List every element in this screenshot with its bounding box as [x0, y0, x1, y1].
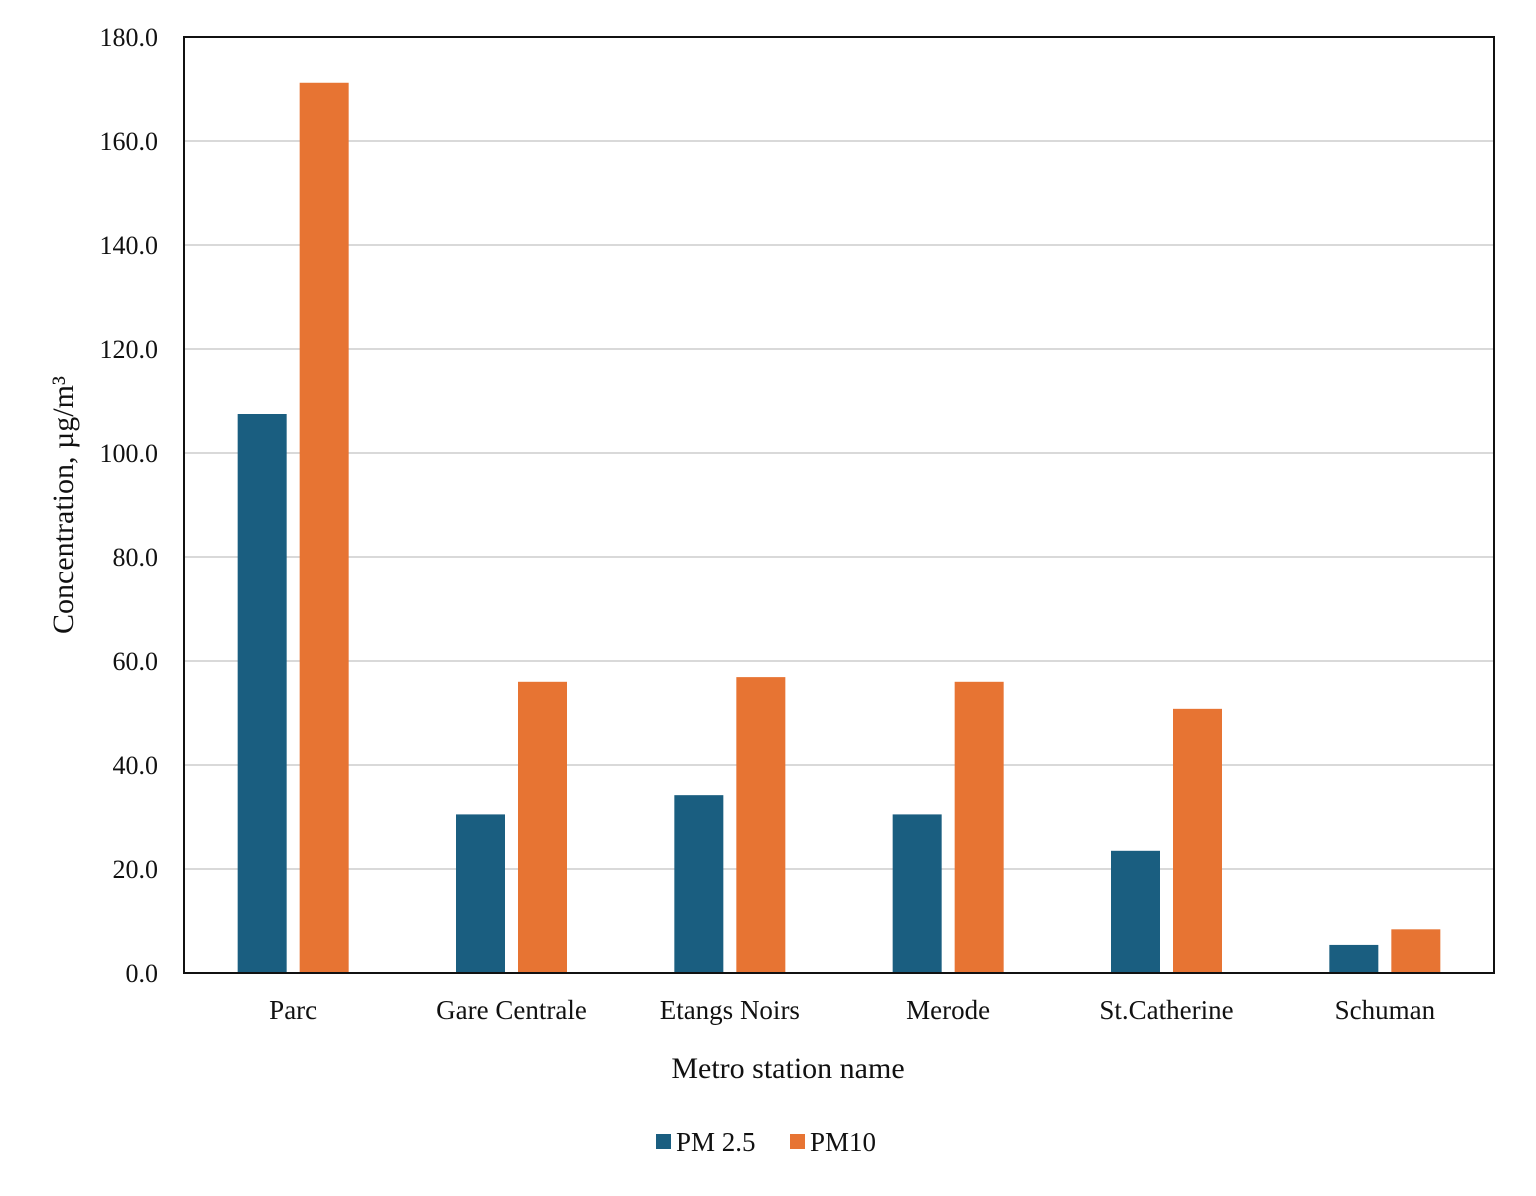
y-tick-label: 120.0: [100, 335, 159, 364]
x-axis-categories: Parc Gare Centrale Etangs Noirs Merode St.Ca…: [269, 995, 1435, 1025]
y-tick-label: 80.0: [113, 543, 159, 572]
bar-pm10: [736, 677, 786, 973]
x-category-label: Merode: [906, 995, 990, 1025]
legend-swatch-pm25: [656, 1134, 671, 1149]
x-category-label: Gare Centrale: [436, 995, 587, 1025]
y-tick-label: 140.0: [100, 231, 159, 260]
bar-pm25: [1329, 944, 1379, 973]
bars: [237, 82, 1441, 973]
bar-pm25: [456, 814, 505, 973]
y-tick-label: 180.0: [100, 23, 159, 52]
bar-pm25: [1111, 850, 1160, 973]
bar-pm10: [1391, 929, 1441, 973]
x-category-label: Schuman: [1335, 995, 1436, 1025]
bar-pm10: [954, 681, 1004, 973]
bar-pm10: [299, 82, 349, 973]
bar-pm25: [237, 414, 287, 973]
legend: PM 2.5 PM10: [656, 1127, 876, 1157]
y-tick-label: 100.0: [100, 439, 159, 468]
legend-label-pm10: PM10: [810, 1127, 876, 1157]
y-tick-label: 20.0: [113, 855, 159, 884]
y-axis-title: Concentration, µg/m³: [47, 376, 80, 634]
bar-pm10: [1173, 708, 1222, 973]
gridlines: [184, 140, 1494, 870]
bar-pm25: [892, 814, 942, 973]
y-tick-label: 0.0: [126, 959, 159, 988]
y-axis-ticks: 0.0 20.0 40.0 60.0 80.0 100.0 120.0 140.0 160.0 1…: [100, 23, 159, 988]
legend-label-pm25: PM 2.5: [676, 1127, 756, 1157]
x-axis-title: Metro station name: [671, 1052, 904, 1085]
y-tick-label: 60.0: [113, 647, 159, 676]
legend-swatch-pm10: [790, 1134, 805, 1149]
x-category-label: Etangs Noirs: [660, 995, 800, 1025]
bar-pm25: [674, 795, 724, 973]
y-tick-label: 40.0: [113, 751, 159, 780]
x-category-label: Parc: [269, 995, 317, 1025]
y-tick-label: 160.0: [100, 127, 159, 156]
bar-pm10: [518, 681, 567, 973]
plot-frame: [183, 36, 1495, 974]
x-category-label: St.Catherine: [1099, 995, 1233, 1025]
